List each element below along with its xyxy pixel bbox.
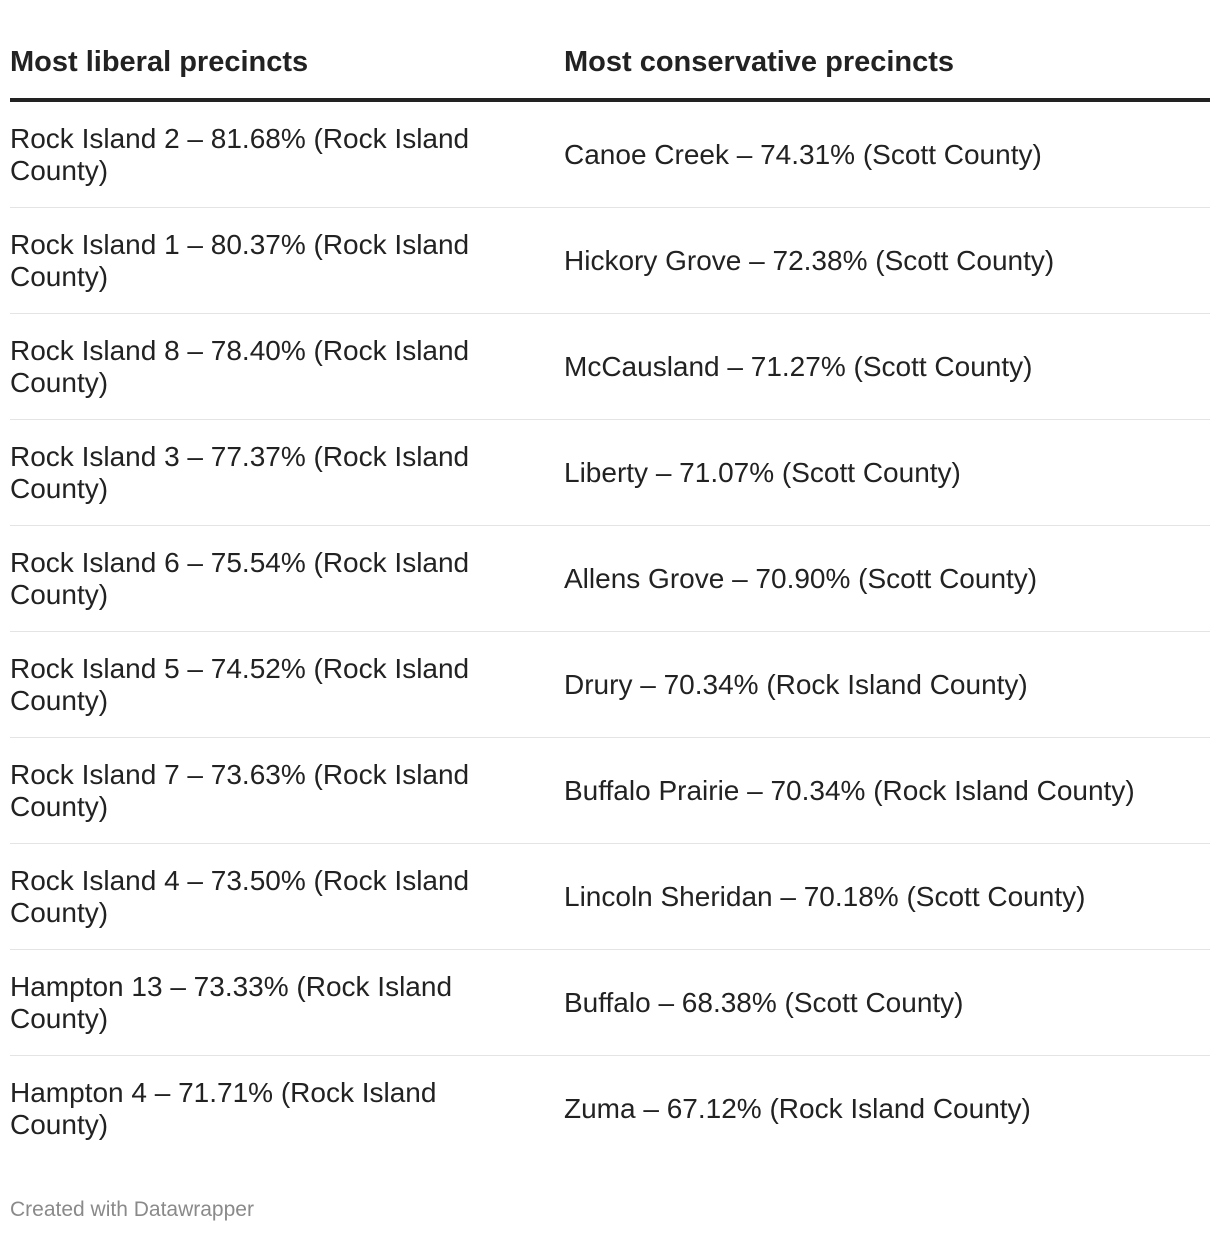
- conservative-precinct-cell: McCausland – 71.27% (Scott County): [564, 313, 1210, 420]
- liberal-precinct-cell: Rock Island 5 – 74.52% (Rock Island Coun…: [10, 631, 564, 738]
- column-header-liberal: Most liberal precincts: [10, 44, 564, 102]
- liberal-precinct-cell: Hampton 13 – 73.33% (Rock Island County): [10, 949, 564, 1056]
- liberal-precinct-cell: Rock Island 6 – 75.54% (Rock Island Coun…: [10, 525, 564, 632]
- table-row: Hampton 4 – 71.71% (Rock Island County) Z…: [10, 1056, 1210, 1162]
- conservative-precinct-cell: Buffalo Prairie – 70.34% (Rock Island Co…: [564, 737, 1210, 844]
- header-row: Most liberal precincts Most conservative…: [10, 44, 1210, 102]
- liberal-precinct-cell: Rock Island 4 – 73.50% (Rock Island Coun…: [10, 843, 564, 950]
- liberal-precinct-cell: Rock Island 8 – 78.40% (Rock Island Coun…: [10, 313, 564, 420]
- conservative-precinct-cell: Buffalo – 68.38% (Scott County): [564, 949, 1210, 1056]
- conservative-precinct-cell: Allens Grove – 70.90% (Scott County): [564, 525, 1210, 632]
- precinct-table: Most liberal precincts Most conservative…: [10, 44, 1210, 1161]
- table-row: Rock Island 6 – 75.54% (Rock Island Coun…: [10, 525, 1210, 632]
- table-container: Most liberal precincts Most conservative…: [10, 0, 1210, 1221]
- conservative-precinct-cell: Hickory Grove – 72.38% (Scott County): [564, 207, 1210, 314]
- conservative-precinct-cell: Drury – 70.34% (Rock Island County): [564, 631, 1210, 738]
- table-row: Rock Island 2 – 81.68% (Rock Island Coun…: [10, 100, 1210, 208]
- table-row: Hampton 13 – 73.33% (Rock Island County)…: [10, 949, 1210, 1056]
- table-row: Rock Island 8 – 78.40% (Rock Island Coun…: [10, 313, 1210, 420]
- liberal-precinct-cell: Rock Island 3 – 77.37% (Rock Island Coun…: [10, 419, 564, 526]
- table-row: Rock Island 4 – 73.50% (Rock Island Coun…: [10, 843, 1210, 950]
- table-row: Rock Island 3 – 77.37% (Rock Island Coun…: [10, 419, 1210, 526]
- table-row: Rock Island 1 – 80.37% (Rock Island Coun…: [10, 207, 1210, 314]
- credit-footer: Created with Datawrapper: [10, 1198, 254, 1221]
- liberal-precinct-cell: Rock Island 2 – 81.68% (Rock Island Coun…: [10, 100, 564, 208]
- column-header-conservative: Most conservative precincts: [564, 44, 1210, 102]
- conservative-precinct-cell: Liberty – 71.07% (Scott County): [564, 419, 1210, 526]
- table-row: Rock Island 5 – 74.52% (Rock Island Coun…: [10, 631, 1210, 738]
- conservative-precinct-cell: Zuma – 67.12% (Rock Island County): [564, 1092, 1031, 1124]
- table-body: Rock Island 2 – 81.68% (Rock Island Coun…: [10, 100, 1210, 1161]
- liberal-precinct-cell: Hampton 4 – 71.71% (Rock Island County): [10, 1076, 437, 1140]
- liberal-precinct-cell: Rock Island 1 – 80.37% (Rock Island Coun…: [10, 207, 564, 314]
- conservative-precinct-cell: Canoe Creek – 74.31% (Scott County): [564, 100, 1210, 208]
- table-row: Rock Island 7 – 73.63% (Rock Island Coun…: [10, 737, 1210, 844]
- conservative-precinct-cell: Lincoln Sheridan – 70.18% (Scott County): [564, 843, 1210, 950]
- liberal-precinct-cell: Rock Island 7 – 73.63% (Rock Island Coun…: [10, 737, 564, 844]
